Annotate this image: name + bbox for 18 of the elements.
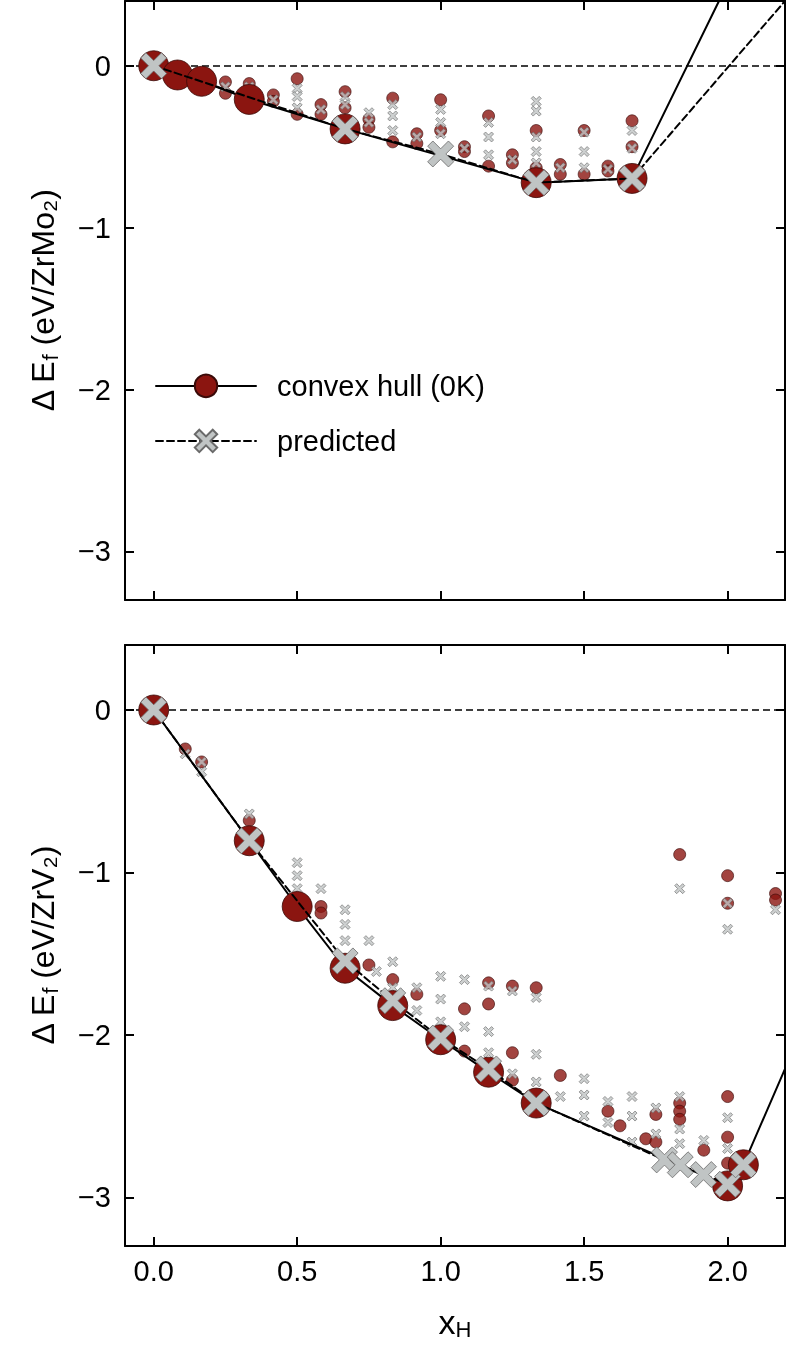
x-tick-label: 2.0 xyxy=(707,1254,748,1287)
x-tick-label: 0.5 xyxy=(277,1254,318,1287)
y-tick-label: −1 xyxy=(77,211,111,244)
y-tick-label: −1 xyxy=(77,856,111,889)
x-tick-label: 1.5 xyxy=(563,1254,605,1287)
y-tick-label: −3 xyxy=(77,535,111,568)
y-axis-title: Δ Ef (eV/ZrMo₂) xyxy=(25,188,63,412)
y-tick-label: 0 xyxy=(94,693,111,726)
y-tick-label: −2 xyxy=(77,373,111,406)
y-tick-label: 0 xyxy=(94,49,111,82)
x-tick-label: 0.0 xyxy=(133,1254,174,1287)
x-axis-title: xH xyxy=(438,1303,472,1342)
legend-label: predicted xyxy=(277,424,397,457)
y-axis-title: Δ Ef (eV/ZrV₂) xyxy=(25,845,63,1045)
x-tick-label: 1.0 xyxy=(420,1254,461,1287)
y-tick-label: −2 xyxy=(77,1018,111,1051)
y-tick-label: −3 xyxy=(77,1181,111,1214)
legend-label: convex hull (0K) xyxy=(277,369,485,402)
